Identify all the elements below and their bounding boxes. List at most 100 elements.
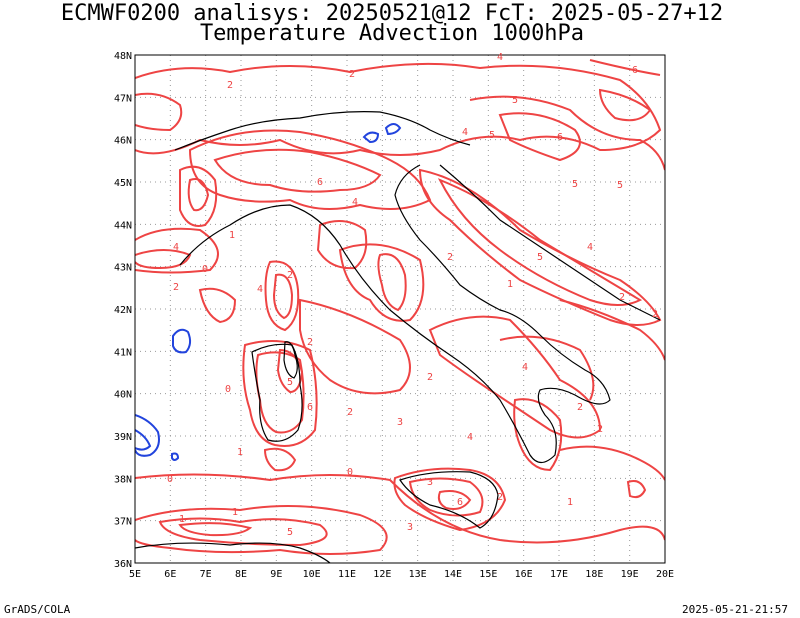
latitude-tick-label: 37N bbox=[114, 517, 132, 528]
latitude-axis-labels: 36N 37N 38N 39N 40N 41N 42N 43N 44N 45N 46N 47N 48N bbox=[114, 51, 132, 570]
contour-alps-west-inner bbox=[187, 178, 210, 212]
contour-value-label: 6 bbox=[632, 65, 638, 76]
coast-adriatic-east bbox=[439, 164, 661, 321]
negative-contour-sardinia-west-small bbox=[171, 452, 180, 461]
contour-adriatic bbox=[418, 168, 662, 326]
contour-value-label: 4 bbox=[587, 242, 593, 253]
contour-value-label: 4 bbox=[522, 362, 528, 373]
longitude-axis-labels: 5E 6E 7E 8E 9E 10E 11E 12E 13E 14E 15E 16E 17E 18E 19E… bbox=[129, 569, 674, 580]
latitude-tick-label: 43N bbox=[114, 263, 132, 274]
contour-gulf-lion bbox=[135, 92, 183, 132]
contour-sardinia bbox=[242, 340, 318, 447]
contour-ionian-small bbox=[626, 480, 647, 499]
footer-software-credit: GrADS/COLA bbox=[4, 603, 71, 616]
contour-south-sea bbox=[135, 473, 665, 544]
coast-africa bbox=[135, 542, 331, 563]
contour-africa-3 bbox=[178, 522, 253, 537]
contour-value-label: 4 bbox=[467, 432, 473, 443]
contour-value-label: 1 bbox=[237, 447, 243, 458]
longitude-tick-label: 18E bbox=[585, 569, 603, 580]
contour-value-label: 1 bbox=[232, 507, 238, 518]
coast-sicily bbox=[399, 471, 499, 529]
contour-value-label: 3 bbox=[397, 417, 403, 428]
contour-east-north-2 bbox=[598, 88, 652, 122]
latitude-tick-label: 46N bbox=[114, 136, 132, 147]
contour-ionian bbox=[559, 445, 665, 481]
latitude-tick-label: 45N bbox=[114, 178, 132, 189]
longitude-tick-label: 15E bbox=[479, 569, 497, 580]
contour-value-label: 2 bbox=[347, 407, 353, 418]
contour-value-label: 1 bbox=[567, 497, 573, 508]
longitude-tick-label: 17E bbox=[550, 569, 568, 580]
latitude-tick-label: 41N bbox=[114, 347, 132, 358]
contour-value-label: 2 bbox=[652, 309, 658, 320]
footer-timestamp: 2025-05-21-21:57 bbox=[682, 603, 788, 616]
latitude-tick-label: 42N bbox=[114, 305, 132, 316]
coast-corsica bbox=[283, 341, 298, 379]
contour-puglia bbox=[499, 335, 595, 401]
map-title-line1: ECMWF0200 analisys: 20250521@12 FcT: 202… bbox=[60, 1, 724, 26]
negative-contour-alps-2 bbox=[384, 123, 402, 136]
negative-contour-corsica-sea bbox=[172, 328, 192, 354]
contour-tyrrhenian-west bbox=[198, 287, 237, 324]
contour-value-label: 2 bbox=[173, 282, 179, 293]
contour-africa-1 bbox=[135, 505, 388, 555]
contour-value-labels: 2 2 4 6 5 6 5 5 5 4 6 4 1 4 0 2 2 4 2 0 6 2 5 0 1 3 4 4 2 2 1 2 3 6 3 5 1 1 0 5… bbox=[167, 52, 658, 538]
coast-italy-mainland bbox=[179, 164, 611, 464]
contour-value-label: 2 bbox=[287, 270, 293, 281]
contour-value-label: 3 bbox=[427, 477, 433, 488]
contour-east-north bbox=[589, 59, 661, 76]
longitude-tick-label: 6E bbox=[164, 569, 176, 580]
longitude-tick-label: 8E bbox=[235, 569, 247, 580]
contour-value-label: 5 bbox=[489, 130, 495, 141]
contour-value-label: 2 bbox=[619, 292, 625, 303]
contour-sicily-core bbox=[437, 490, 472, 510]
contour-value-label: 1 bbox=[179, 514, 185, 525]
negative-contours bbox=[135, 123, 402, 461]
contour-adriatic-south bbox=[559, 299, 665, 361]
latitude-tick-label: 47N bbox=[114, 93, 132, 104]
negative-contour-sardinia-west-inner bbox=[135, 429, 152, 451]
contour-south-italy bbox=[428, 315, 602, 439]
contour-value-label: 6 bbox=[317, 177, 323, 188]
contour-alps-west bbox=[179, 165, 218, 227]
longitude-tick-label: 10E bbox=[303, 569, 321, 580]
contour-value-label: 5 bbox=[287, 377, 293, 388]
contour-value-label: 4 bbox=[497, 52, 503, 63]
contour-value-label: 0 bbox=[202, 264, 208, 275]
longitude-tick-label: 16E bbox=[515, 569, 533, 580]
contour-adriatic-2 bbox=[437, 178, 643, 306]
negative-contour-alps-1 bbox=[362, 131, 380, 144]
longitude-tick-label: 9E bbox=[270, 569, 282, 580]
longitude-tick-label: 14E bbox=[444, 569, 462, 580]
longitude-tick-label: 12E bbox=[373, 569, 391, 580]
latitude-tick-label: 40N bbox=[114, 390, 132, 401]
contour-value-label: 1 bbox=[507, 279, 513, 290]
contour-value-label: 4 bbox=[462, 127, 468, 138]
contour-value-label: 2 bbox=[577, 402, 583, 413]
map-title-line2: Temperature Advection 1000hPa bbox=[199, 21, 585, 46]
map-frame bbox=[134, 54, 666, 564]
contour-value-label: 4 bbox=[257, 284, 263, 295]
contour-value-label: 5 bbox=[617, 180, 623, 191]
contour-north-wide bbox=[135, 62, 662, 156]
contour-value-label: 2 bbox=[427, 372, 433, 383]
coastlines bbox=[135, 111, 661, 563]
contour-value-label: 2 bbox=[447, 252, 453, 263]
contour-ligurian bbox=[135, 227, 219, 274]
longitude-tick-label: 5E bbox=[129, 569, 141, 580]
longitude-tick-label: 7E bbox=[200, 569, 212, 580]
latitude-tick-label: 38N bbox=[114, 474, 132, 485]
contour-central-apennines-inner bbox=[377, 253, 407, 312]
latitude-tick-label: 36N bbox=[114, 559, 132, 570]
contour-value-label: 0 bbox=[225, 384, 231, 395]
contour-tyrrhenian bbox=[299, 298, 411, 395]
contour-sardinia-south bbox=[263, 447, 297, 472]
longitude-tick-label: 19E bbox=[621, 569, 639, 580]
contour-value-label: 2 bbox=[227, 80, 233, 91]
contour-balkans-2 bbox=[498, 112, 581, 162]
contour-central-apennines bbox=[338, 243, 425, 322]
latitude-tick-label: 48N bbox=[114, 51, 132, 62]
contour-value-label: 1 bbox=[229, 230, 235, 241]
